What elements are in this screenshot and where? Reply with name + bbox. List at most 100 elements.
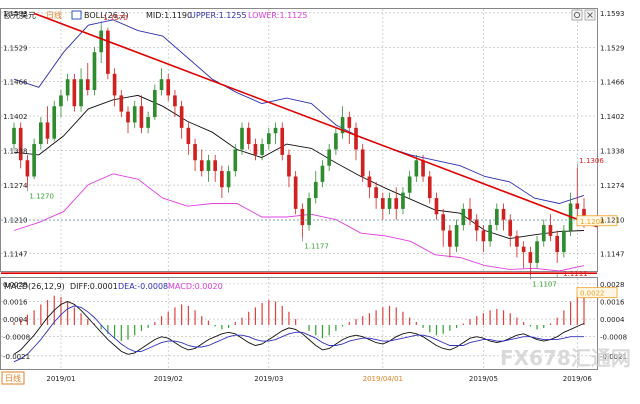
candle-body [59,95,63,107]
boll-indicator-icon[interactable] [71,10,82,20]
candle-body [414,160,419,177]
price-tick-label-left: 1.1338 [3,148,28,156]
price-tick-label-left: 1.1466 [3,78,28,86]
candle-body [360,149,365,177]
settings-icon[interactable] [571,9,583,21]
candle-body [461,208,466,226]
candle-body [354,127,358,150]
macd-histogram [13,292,585,342]
candle-body [146,117,150,128]
candle-body [32,144,36,177]
price-tick-label-left: 1.1593 [3,10,28,18]
macd-value: MACD:0.0020 [168,282,223,291]
candle-body [474,219,479,231]
candle-body [260,144,264,155]
candle-body [132,106,137,123]
candle-body [193,144,197,161]
price-annotations: 1.1570 1.1270 1.1177 1.1306 1.1107 1.1111 1.12… [27,14,618,288]
candlesticks [12,25,586,276]
diff-line [13,301,585,355]
macd-tick-label-left: 0.0028 [3,281,28,289]
candle-body [267,133,271,145]
boll-lower: LOWER:1.1125 [248,11,307,20]
candle-body [213,160,217,172]
candle-body [233,149,238,172]
candle-body [240,127,244,150]
candle-body [126,111,130,123]
annotation-label: 1.1270 [29,192,54,200]
price-tick-label: 1.1593 [600,10,625,18]
svg-text:日线: 日线 [5,373,21,383]
candle-body [220,171,224,188]
candle-body [25,160,30,177]
candle-body [381,198,385,209]
candle-body [139,106,144,128]
price-tick-label: 1.1210 [600,217,625,225]
candle-body [521,246,526,253]
macd-axis: 0.0028 0.0028 0.0016 0.0016 0.0004 0.0004 -0.0… [3,281,627,361]
candle-body [253,144,258,155]
current-price-box [576,215,618,227]
candle-body [226,171,231,188]
candle-body [18,127,23,161]
candle-body [501,208,506,220]
candle-body [454,225,459,247]
boll-lower-line [13,173,585,272]
candle-body [85,79,90,91]
price-tick-label-left: 1.1274 [3,182,28,190]
close-icon[interactable] [584,9,596,21]
price-tick-label: 1.1338 [600,148,625,156]
candle-body [495,208,499,226]
candle-body [280,127,285,155]
period-button[interactable]: 日线 [1,371,25,385]
candle-body [159,79,164,91]
candle-body [582,208,586,221]
macd-tick-label: 0.0028 [600,281,625,289]
candle-body [407,176,412,193]
candle-body [528,252,533,263]
date-tick-label: 2019/05 [469,375,498,383]
macd-diff: DIFF:0.0001 [70,282,118,291]
price-tick-label: 1.1274 [600,182,625,190]
candle-body [535,241,539,263]
price-tick-label: 1.1402 [600,113,625,121]
price-tick-label: 1.1147 [600,251,625,259]
candle-body [92,52,97,91]
macd-current-box [576,287,618,299]
candle-body [99,30,103,53]
annotation-label: 1.1107 [532,280,557,288]
candle-body [394,198,399,209]
candle-body [106,30,110,74]
macd-tick-label-left: -0.0008 [3,334,30,342]
dea-line [13,305,584,363]
macd-current-label: 0.0022 [580,290,605,298]
candle-body [387,198,392,209]
macd-lines: 0.0022 [13,287,618,363]
watermark: FX678汇通网 [500,346,631,370]
candle-body [367,176,372,188]
date-axis: 2019/01 2019/02 2019/03 2019/04/01 2019/05 20… [46,375,592,383]
price-tick-label-left: 1.1402 [3,113,28,121]
boll-mid: MID:1.1190 [146,11,192,20]
candle-body [320,165,325,182]
annotation-label: 1.1111 [563,270,588,278]
candle-body [287,154,291,177]
candle-body [153,90,157,118]
candle-body [166,79,171,96]
candle-body [173,95,177,107]
price-panel [0,8,598,272]
candle-body [313,181,318,199]
boll-label: BOLL(26,2) [84,11,129,20]
candle-body [374,187,378,199]
candle-body [508,219,513,236]
date-tick-label: 2019/04/01 [363,375,403,383]
date-tick-label: 2019/02 [154,375,183,383]
descending-trendline [33,12,598,228]
candle-body [79,79,83,107]
candle-body [575,203,580,209]
macd-tick-label: -0.0021 [600,353,627,361]
price-tick-label: 1.1466 [600,78,625,86]
candle-body [562,230,566,253]
macd-tick-label: 0.0016 [600,298,625,306]
candle-body [541,225,546,242]
